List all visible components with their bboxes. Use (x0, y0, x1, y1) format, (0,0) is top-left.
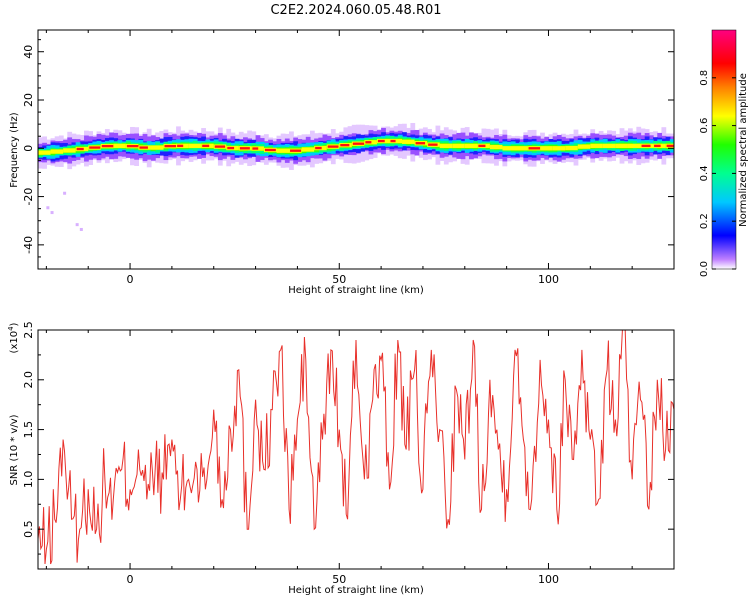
heatmap-core (63, 148, 76, 153)
heatmap-core (452, 143, 465, 149)
heatmap-peak (654, 144, 661, 148)
heatmap-peak (252, 147, 259, 150)
y-tick-label: 40 (22, 45, 35, 59)
x-tick-label: 50 (332, 573, 346, 586)
spectrogram-ticks: 0 50 100 -40 -20 0 20 40 (22, 30, 675, 286)
y-tick-label: 2.0 (22, 371, 35, 389)
heatmap-peak (478, 144, 486, 148)
x-tick-label: 0 (127, 273, 134, 286)
heatmap-speckle (50, 211, 54, 215)
heatmap-peak (177, 144, 184, 148)
colorbar-ticks: 0.0 0.2 0.4 0.6 0.8 (699, 70, 736, 277)
heatmap-core (515, 146, 528, 151)
heatmap-peak (264, 148, 276, 152)
colorbar-label: Normalized spectral amplitude (738, 73, 749, 227)
snr-ticks: 0 50 100 0.5 1.0 1.5 2.0 2.5 (22, 321, 675, 586)
heatmap-core (188, 143, 202, 149)
heatmap-peak (340, 143, 350, 147)
x-tick-label: 50 (332, 273, 346, 286)
colorbar-tick-label: 0.6 (699, 118, 710, 134)
heatmap-core (389, 138, 403, 144)
heatmap-core (276, 148, 290, 153)
heatmap-core (565, 145, 578, 151)
spectrogram-panel: 0 50 100 -40 -20 0 20 40 Height of straight lin… (9, 29, 675, 296)
heatmap-peak (290, 149, 302, 152)
heatmap-peak (315, 146, 322, 150)
heatmap-core (540, 146, 553, 151)
heatmap-core (402, 139, 415, 144)
chart-title: C2E2.2024.060.05.48.R01 (270, 3, 441, 18)
heatmap-peak (239, 147, 250, 150)
heatmap-peak (415, 142, 426, 145)
spectrogram-frame (37, 29, 675, 270)
heatmap-core (577, 144, 591, 149)
heatmap-core (150, 145, 164, 150)
heatmap-core (38, 150, 51, 155)
heatmap-peak (202, 144, 210, 148)
heatmap-peak (666, 144, 674, 148)
colorbar-gradient (711, 29, 737, 270)
snr-ylabel: SNR (10 * v/v) (9, 414, 20, 485)
spectrogram-xlabel: Height of straight line (km) (288, 285, 424, 296)
heatmap-peak (139, 146, 148, 149)
heatmap-core (502, 146, 515, 151)
y-tick-label: 1.5 (22, 421, 35, 439)
snr-series-line (38, 330, 674, 565)
heatmap-peak (76, 147, 84, 151)
heatmap-peak (390, 139, 396, 143)
x-tick-label: 0 (127, 573, 134, 586)
heatmap-peak (641, 144, 651, 148)
snr-multiplier: (x104) (7, 322, 20, 353)
y-tick-label: 20 (22, 93, 35, 107)
x-tick-label: 100 (538, 573, 559, 586)
heatmap-core (602, 143, 616, 149)
heatmap-core (464, 143, 478, 149)
colorbar: 0.0 0.2 0.4 0.6 0.8 Normalized spectral ampl… (699, 29, 749, 277)
heatmap-core (113, 143, 126, 149)
y-tick-label: -40 (22, 236, 35, 254)
y-tick-label: 0.5 (22, 520, 35, 538)
heatmap-core (301, 147, 315, 152)
y-tick-label: -20 (22, 188, 35, 206)
heatmap-speckle (79, 227, 83, 231)
heatmap-peak (528, 147, 541, 150)
snr-xlabel: Height of straight line (km) (288, 585, 424, 596)
heatmap-peak (327, 145, 339, 148)
heatmap-peak (101, 144, 115, 148)
heatmap-core (50, 149, 64, 154)
heatmap-core (439, 143, 453, 149)
y-tick-label: 1.0 (22, 471, 35, 489)
x-tick-label: 100 (538, 273, 559, 286)
heatmap-speckle (46, 206, 50, 210)
heatmap-core (590, 143, 603, 149)
heatmap-peak (126, 144, 139, 148)
heatmap-peak (227, 146, 235, 150)
colorbar-tick-label: 0.2 (699, 213, 710, 229)
heatmap-peak (164, 144, 177, 148)
heatmap-peak (214, 145, 226, 148)
heatmap-core (552, 146, 566, 151)
y-tick-label: 0 (22, 145, 35, 152)
heatmap-peak (377, 139, 385, 143)
heatmap-peak (365, 141, 372, 144)
heatmap-peak (428, 143, 438, 146)
heatmap-core (615, 143, 628, 149)
colorbar-tick-label: 0.4 (699, 165, 710, 181)
colorbar-tick-label: 0.0 (699, 261, 710, 277)
snr-panel: 0 50 100 0.5 1.0 1.5 2.0 2.5 Height of straight… (7, 321, 675, 596)
y-tick-label: 2.5 (22, 321, 35, 339)
heatmap-peak (89, 146, 101, 149)
heatmap-core (489, 144, 503, 150)
heatmap-speckle (63, 191, 67, 195)
spectrogram-heatmap (38, 122, 674, 231)
heatmap-peak (352, 142, 365, 145)
heatmap-speckle (75, 223, 79, 227)
colorbar-tick-label: 0.8 (699, 70, 710, 86)
heatmap-core (627, 143, 641, 149)
snr-frame (37, 329, 675, 570)
spectrogram-ylabel: Frequency (Hz) (9, 112, 20, 188)
